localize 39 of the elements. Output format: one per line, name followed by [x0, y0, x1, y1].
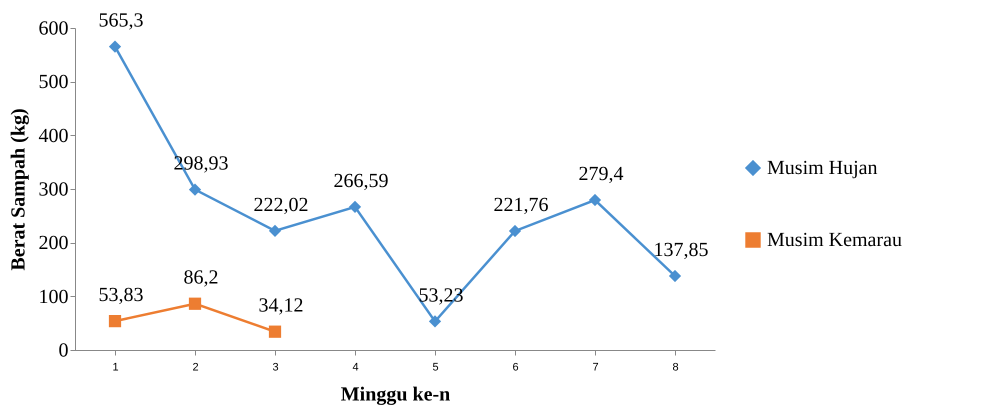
- x-tick-label: 5: [432, 362, 439, 374]
- y-tick-label: 500: [38, 71, 68, 94]
- point: [348, 200, 362, 214]
- x-tick-label: 6: [512, 362, 519, 374]
- legend-label: Musim Hujan: [767, 157, 878, 179]
- legend-label: Musim Kemarau: [767, 229, 902, 251]
- data-label: 137,85: [654, 239, 708, 262]
- y-tick-label: 300: [38, 178, 68, 200]
- y-tick-label: 400: [38, 124, 68, 147]
- x-tick-label: 1: [112, 362, 119, 374]
- point: [188, 183, 202, 196]
- data-label: 221,76: [494, 194, 548, 216]
- data-label: 279,4: [578, 163, 624, 186]
- point: [268, 224, 282, 237]
- x-tick-label: 3: [272, 362, 279, 374]
- y-tick-label: 100: [38, 286, 68, 308]
- y-tick-label: 200: [38, 232, 68, 254]
- y-tick-label: 600: [38, 18, 68, 40]
- point: [588, 194, 602, 206]
- point: [268, 326, 282, 338]
- point: [108, 314, 122, 328]
- y-axis-title: Berat Sampah (kg): [8, 108, 30, 271]
- data-label: 34,12: [258, 294, 304, 317]
- x-tick-label: 4: [352, 362, 359, 374]
- data-label: 86,2: [184, 266, 218, 289]
- x-tick-label: 7: [592, 362, 599, 374]
- point: [108, 40, 122, 53]
- data-label: 266,59: [334, 170, 388, 192]
- point: [428, 315, 442, 328]
- y-tick-label: 0: [58, 340, 68, 362]
- x-tick-label: 2: [192, 362, 199, 374]
- data-label: 222,02: [254, 194, 308, 216]
- data-label: 565,3: [98, 10, 144, 32]
- point: [508, 224, 522, 238]
- data-label: 53,83: [98, 284, 144, 306]
- point: [668, 270, 682, 282]
- x-tick-label: 8: [672, 362, 679, 374]
- point: [188, 298, 202, 310]
- x-axis-title: Minggu ke-n: [340, 384, 450, 406]
